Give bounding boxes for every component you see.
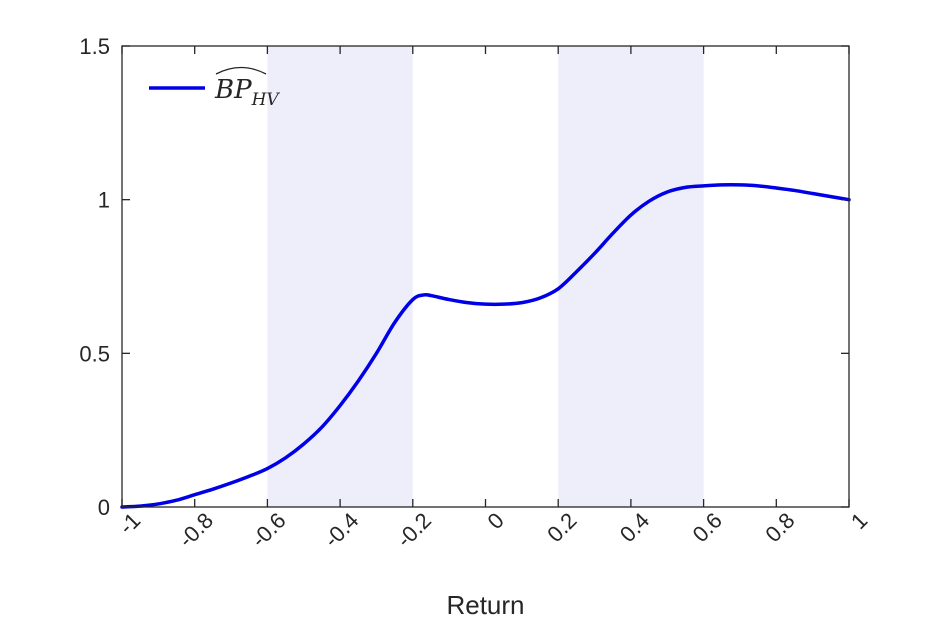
axis-ticks — [121, 45, 850, 508]
x-tick-label-10: 0.8 — [760, 508, 799, 547]
legend: BPHV — [149, 66, 280, 110]
y-tick-label-4: 1.5 — [79, 34, 110, 59]
x-tick-label-9: 0.6 — [688, 508, 727, 547]
x-axis-label: Return — [446, 590, 524, 620]
x-tick-label-2: -0.8 — [174, 508, 218, 552]
shaded-region-1 — [267, 46, 413, 507]
y-tick-label-1: 0 — [98, 495, 110, 520]
shaded-region-2 — [558, 46, 704, 507]
x-tick-label-3: -0.6 — [246, 508, 290, 552]
y-tick-label-2: 0.5 — [79, 341, 110, 366]
y-tick-label-3: 1 — [98, 188, 110, 213]
legend-entry: BPHV — [214, 75, 280, 110]
legend-entry-subscript: HV — [251, 90, 281, 110]
x-tick-labels: -1 -0.8 -0.6 -0.4 -0.2 0 0.2 0.4 0.6 0.8 1 — [114, 508, 873, 552]
plot-frame — [121, 45, 850, 508]
x-tick-label-7: 0.2 — [542, 508, 581, 547]
legend-entry-base: BP — [214, 75, 252, 105]
x-tick-label-4: -0.4 — [319, 508, 363, 552]
shaded-regions — [267, 46, 704, 507]
x-tick-label-6: 0 — [482, 508, 508, 534]
series-line-1 — [120, 183, 851, 509]
x-tick-label-1: -1 — [114, 508, 146, 540]
x-tick-label-5: -0.2 — [392, 508, 436, 552]
legend-hat-accent — [215, 66, 267, 75]
series-layer — [120, 183, 851, 509]
x-tick-label-11: 1 — [846, 508, 872, 534]
x-tick-label-8: 0.4 — [615, 508, 654, 547]
y-tick-labels: 0 0.5 1 1.5 — [79, 34, 110, 520]
